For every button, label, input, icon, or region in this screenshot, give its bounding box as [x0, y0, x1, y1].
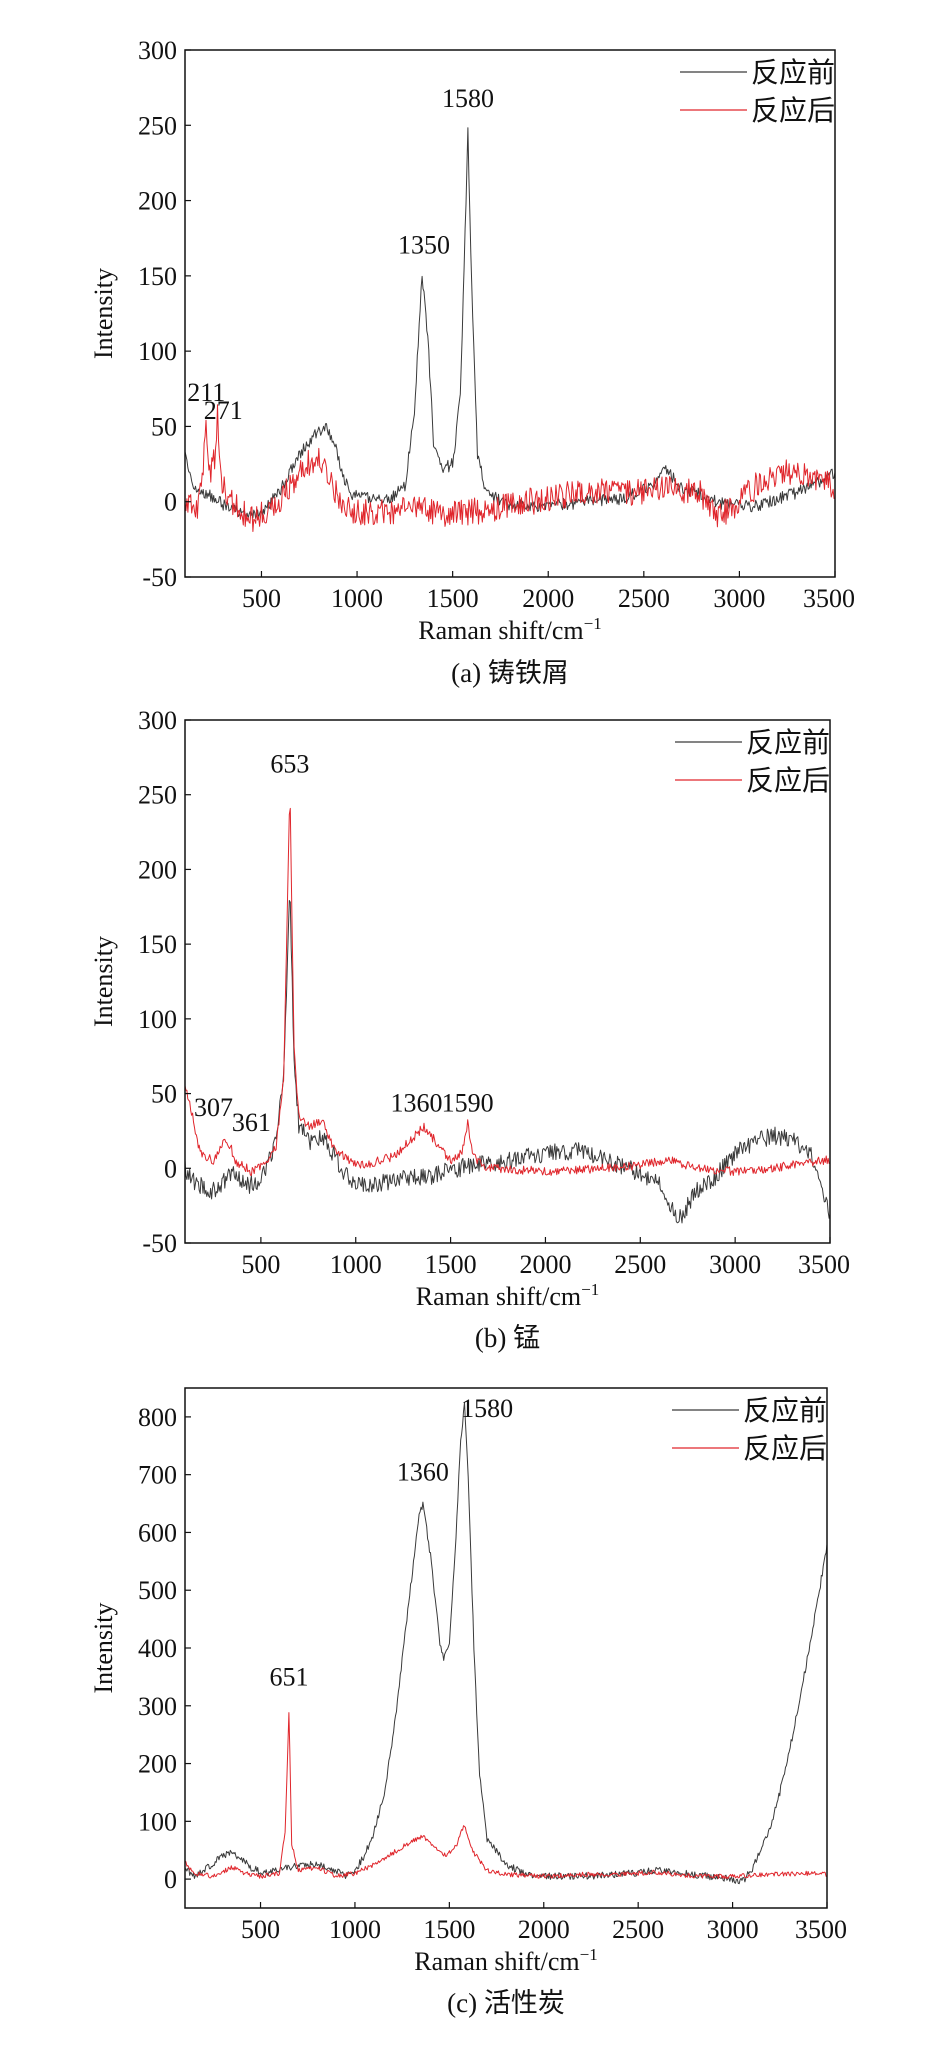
plot-frame — [184, 719, 831, 1244]
y-tick-label: -50 — [142, 1229, 177, 1258]
x-tick-label: 1500 — [423, 1915, 475, 1944]
x-tick-label: 3500 — [798, 1250, 850, 1279]
y-tick-label: 200 — [138, 187, 177, 216]
legend-label: 反应前 — [751, 57, 835, 89]
peak-label: 361 — [232, 1108, 271, 1137]
y-tick-label: 300 — [138, 36, 177, 65]
x-tick-label: 1000 — [330, 1250, 382, 1279]
panel-caption: (c) 活性炭 — [447, 1988, 565, 2018]
y-tick-label: 300 — [138, 1692, 177, 1721]
peak-label: 653 — [270, 749, 309, 778]
series-line-after — [184, 1712, 828, 1879]
x-tick-label: 500 — [241, 1915, 280, 1944]
peak-label: 1360 — [390, 1089, 442, 1118]
chart-panel-2: 500 1000 1500 2000 2500 3000 3500 -50 0 50 100 150 2… — [89, 706, 850, 1353]
panel-caption: (a) 铸铁屑 — [451, 658, 569, 688]
panel-caption: (b) 锰 — [475, 1323, 540, 1353]
peak-label: 1350 — [398, 230, 450, 259]
legend-label: 反应后 — [751, 95, 835, 127]
y-tick-label: 500 — [138, 1576, 177, 1605]
series-line-before — [184, 900, 831, 1224]
peak-label: 651 — [270, 1663, 309, 1692]
peak-label: 1580 — [442, 84, 494, 113]
series-line-after — [184, 404, 836, 532]
series-line-before — [184, 1402, 828, 1885]
x-axis-label: Raman shift/cm−1 — [416, 1280, 599, 1311]
y-tick-label: -50 — [142, 563, 177, 592]
x-tick-label: 500 — [242, 584, 281, 613]
x-tick-label: 500 — [241, 1250, 280, 1279]
y-tick-label: 800 — [138, 1403, 177, 1432]
y-tick-label: 700 — [138, 1461, 177, 1490]
x-tick-label: 3500 — [803, 584, 855, 613]
peak-label: 1580 — [461, 1394, 513, 1423]
chart-panel-1: 500 1000 1500 2000 2500 3000 3500 -50 0 50 100 150 2… — [89, 36, 855, 688]
y-tick-label: 400 — [138, 1634, 177, 1663]
x-tick-label: 2000 — [519, 1250, 571, 1279]
legend-label: 反应前 — [743, 1395, 827, 1427]
y-axis-label: Intensity — [89, 268, 118, 359]
peak-label: 271 — [204, 396, 243, 425]
y-tick-label: 50 — [151, 1080, 177, 1109]
legend-label: 反应后 — [746, 765, 830, 797]
y-tick-label: 250 — [138, 111, 177, 140]
chart-panel-3: 500 1000 1500 2000 2500 3000 3500 0 100 200 300 400… — [89, 1387, 847, 2018]
y-tick-label: 50 — [151, 412, 177, 441]
x-tick-label: 2500 — [612, 1915, 664, 1944]
peak-label: 307 — [194, 1093, 233, 1122]
series-line-after — [184, 807, 831, 1176]
legend-label: 反应后 — [743, 1433, 827, 1465]
x-tick-label: 3000 — [713, 584, 765, 613]
series-line-before — [184, 127, 836, 519]
y-axis-label: Intensity — [89, 936, 118, 1027]
y-tick-label: 0 — [164, 1865, 177, 1894]
x-tick-label: 2000 — [522, 584, 574, 613]
x-axis-label: Raman shift/cm−1 — [418, 614, 601, 645]
y-tick-label: 200 — [138, 855, 177, 884]
plot-frame — [184, 49, 836, 578]
y-tick-label: 150 — [138, 930, 177, 959]
y-tick-label: 0 — [164, 488, 177, 517]
peak-label: 1360 — [397, 1457, 449, 1486]
y-tick-label: 100 — [138, 1005, 177, 1034]
y-axis-label: Intensity — [89, 1603, 118, 1694]
plot-frame — [184, 1387, 828, 1909]
peak-label: 211 — [187, 378, 225, 407]
x-axis-label: Raman shift/cm−1 — [414, 1945, 597, 1976]
x-tick-label: 1500 — [425, 1250, 477, 1279]
x-tick-label: 1000 — [329, 1915, 381, 1944]
legend-label: 反应前 — [746, 727, 830, 759]
x-tick-label: 2500 — [614, 1250, 666, 1279]
y-tick-label: 300 — [138, 706, 177, 735]
x-tick-label: 1500 — [427, 584, 479, 613]
x-tick-label: 3000 — [709, 1250, 761, 1279]
x-tick-label: 1000 — [331, 584, 383, 613]
y-tick-label: 100 — [138, 337, 177, 366]
y-tick-label: 150 — [138, 262, 177, 291]
x-tick-label: 3500 — [795, 1915, 847, 1944]
y-tick-label: 250 — [138, 781, 177, 810]
x-tick-label: 3000 — [707, 1915, 759, 1944]
peak-label: 1590 — [442, 1089, 494, 1118]
y-tick-label: 600 — [138, 1518, 177, 1547]
y-tick-label: 100 — [138, 1807, 177, 1836]
x-tick-label: 2000 — [518, 1915, 570, 1944]
y-tick-label: 200 — [138, 1750, 177, 1779]
y-tick-label: 0 — [164, 1154, 177, 1183]
x-tick-label: 2500 — [618, 584, 670, 613]
